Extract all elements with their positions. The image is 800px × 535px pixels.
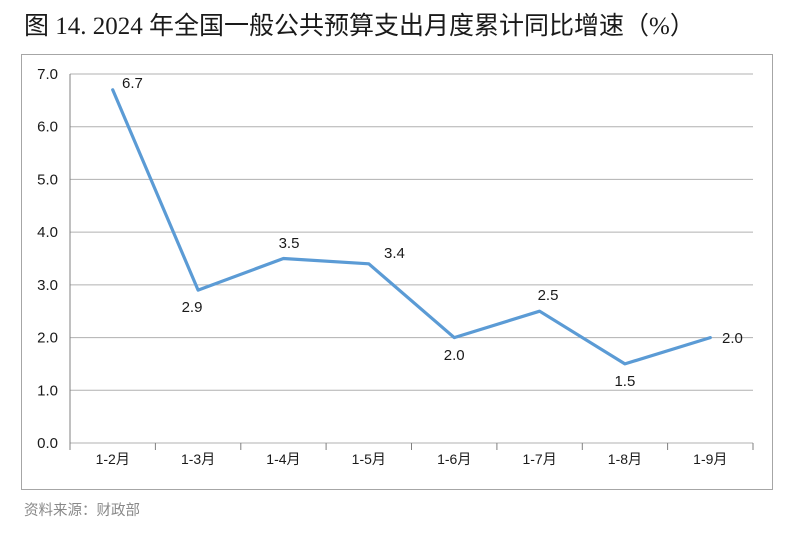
svg-text:4.0: 4.0 bbox=[37, 224, 58, 241]
svg-text:3.5: 3.5 bbox=[279, 235, 300, 252]
svg-text:5.0: 5.0 bbox=[37, 171, 58, 188]
svg-text:3.0: 3.0 bbox=[37, 277, 58, 294]
svg-text:6.0: 6.0 bbox=[37, 119, 58, 136]
svg-text:1-5月: 1-5月 bbox=[352, 451, 386, 467]
svg-text:1-3月: 1-3月 bbox=[181, 451, 215, 467]
svg-text:3.4: 3.4 bbox=[384, 245, 405, 262]
svg-text:2.0: 2.0 bbox=[722, 330, 743, 347]
svg-text:0.0: 0.0 bbox=[37, 435, 58, 452]
svg-text:1.0: 1.0 bbox=[37, 382, 58, 399]
svg-text:1-6月: 1-6月 bbox=[437, 451, 471, 467]
svg-text:1-9月: 1-9月 bbox=[693, 451, 727, 467]
svg-text:1-4月: 1-4月 bbox=[266, 451, 300, 467]
svg-text:2.9: 2.9 bbox=[182, 299, 203, 316]
svg-text:1.5: 1.5 bbox=[614, 373, 635, 390]
svg-text:1-2月: 1-2月 bbox=[96, 451, 130, 467]
svg-text:2.0: 2.0 bbox=[37, 330, 58, 347]
svg-text:1-8月: 1-8月 bbox=[608, 451, 642, 467]
svg-text:2.0: 2.0 bbox=[444, 347, 465, 364]
svg-text:7.0: 7.0 bbox=[37, 66, 58, 83]
svg-text:6.7: 6.7 bbox=[122, 75, 143, 92]
svg-text:1-7月: 1-7月 bbox=[522, 451, 556, 467]
svg-text:2.5: 2.5 bbox=[538, 287, 559, 304]
